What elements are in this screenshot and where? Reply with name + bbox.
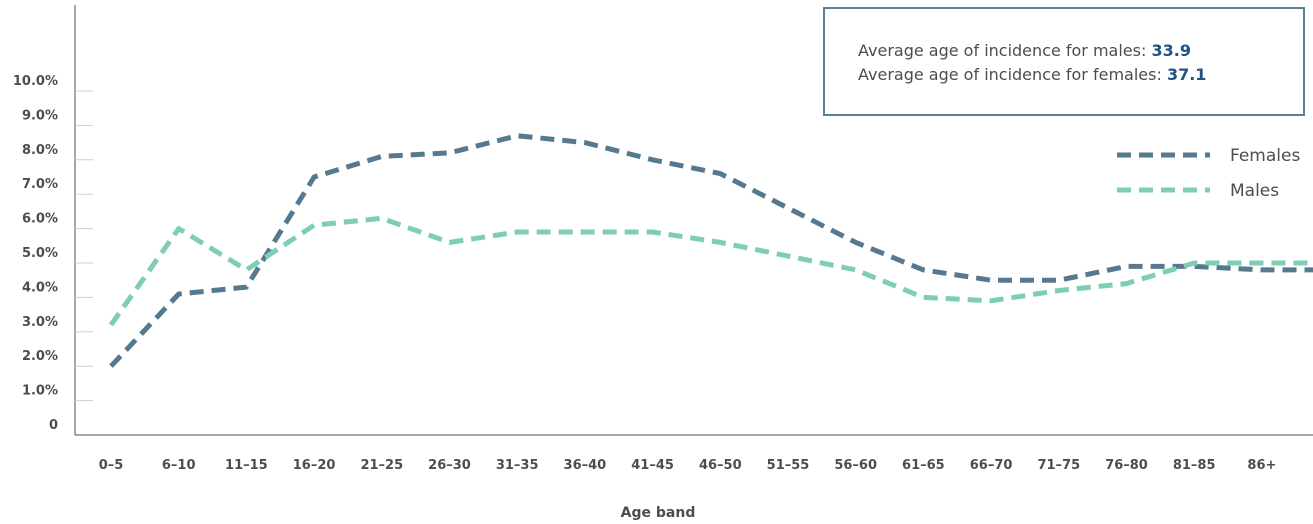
x-tick-label: 41–45 [631,458,674,473]
x-tick-label: 81–85 [1173,458,1216,473]
average-age-males: Average age of incidence for males: 33.9 [858,39,1303,63]
legend-label-males: Males [1230,181,1279,201]
y-tick-label: 1.0% [22,384,58,399]
y-tick-label: 4.0% [22,280,58,295]
y-tick-label: 10.0% [13,74,58,89]
y-tick-label: 3.0% [22,315,58,330]
x-tick-label: 6–10 [162,458,196,473]
x-tick-label: 16–20 [293,458,336,473]
average-age-box: Average age of incidence for males: 33.9… [823,7,1305,116]
x-tick-label: 46–50 [699,458,742,473]
average-age-females-label: Average age of incidence for females: [858,65,1162,84]
average-age-males-label: Average age of incidence for males: [858,41,1147,60]
x-tick-label: 86+ [1247,458,1276,473]
average-age-males-value: 33.9 [1151,41,1191,60]
series-line-females [109,133,1313,368]
x-tick-label: 31–35 [496,458,539,473]
x-tick-label: 61–65 [902,458,945,473]
x-tick-label: 51–55 [767,458,810,473]
x-tick-label: 11–15 [225,458,268,473]
legend-label-females: Females [1230,146,1300,166]
y-tick-label: 9.0% [22,108,58,123]
x-tick-label: 26–30 [428,458,471,473]
average-age-females-value: 37.1 [1166,65,1207,84]
y-tick-label: 5.0% [22,246,58,261]
x-tick-label: 36–40 [564,458,607,473]
x-tick-label: 56–60 [834,458,877,473]
y-tick-label: 8.0% [22,143,58,158]
y-tick-label: 6.0% [22,212,58,227]
x-tick-label: 21–25 [360,458,403,473]
y-tick-label: 2.0% [22,349,58,364]
y-tick-label: 0 [49,418,58,433]
y-tick-label: 7.0% [22,177,58,192]
x-axis-title: Age band [621,505,696,521]
x-tick-label: 0–5 [99,458,124,473]
x-tick-label: 76–80 [1105,458,1148,473]
x-tick-label: 66–70 [970,458,1013,473]
x-tick-label: 71–75 [1037,458,1080,473]
series-line-males [108,215,1313,327]
average-age-females: Average age of incidence for females: 37… [858,63,1303,87]
